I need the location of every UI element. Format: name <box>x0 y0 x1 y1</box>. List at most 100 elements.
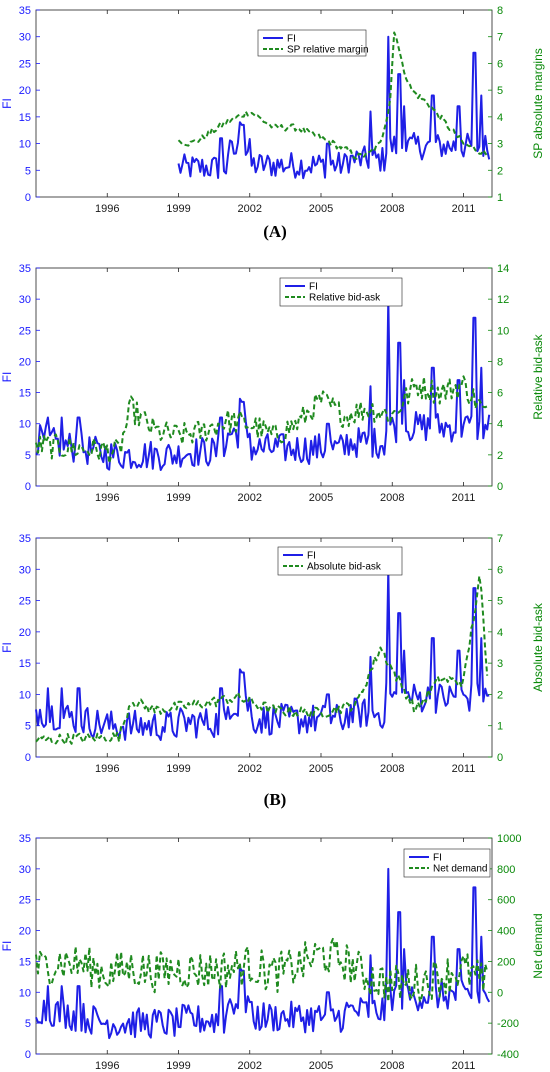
y-left-tick-label: 0 <box>25 481 31 493</box>
y-right-tick-label: 6 <box>497 58 503 70</box>
x-tick-label: 2011 <box>452 492 476 504</box>
y-right-tick-label: 7 <box>497 533 503 545</box>
x-tick-label: 2008 <box>380 1060 404 1072</box>
y-right-tick-label: 4 <box>497 112 503 124</box>
y-right-axis-label: Absolute bid-ask <box>531 602 545 692</box>
y-left-tick-label: 0 <box>25 752 31 764</box>
y-right-tick-label: 1000 <box>497 833 521 845</box>
x-tick-label: 1999 <box>166 763 190 775</box>
y-left-tick-label: 35 <box>19 533 31 545</box>
y-right-tick-label: 14 <box>497 263 509 275</box>
legend-box <box>279 277 403 307</box>
series-line-fi <box>35 568 490 741</box>
y-right-tick-label: 12 <box>497 294 509 306</box>
y-right-tick-label: 8 <box>497 356 503 368</box>
y-left-tick-label: 0 <box>25 192 31 204</box>
y-left-tick-label: 35 <box>19 5 31 17</box>
legend-box <box>403 848 491 878</box>
y-right-tick-label: 4 <box>497 419 503 431</box>
y-left-tick-label: 30 <box>19 864 31 876</box>
x-tick-label: 2005 <box>309 492 333 504</box>
x-tick-label: 2011 <box>452 1060 476 1072</box>
x-tick-label: 2008 <box>380 763 404 775</box>
y-right-tick-label: 3 <box>497 658 503 670</box>
y-left-tick-label: 20 <box>19 356 31 368</box>
y-right-tick-label: 1 <box>497 192 503 204</box>
y-left-tick-label: 25 <box>19 58 31 70</box>
x-tick-label: 1996 <box>95 492 119 504</box>
x-tick-label: 2011 <box>452 203 476 215</box>
series-line-fi <box>35 298 491 471</box>
y-right-tick-label: 5 <box>497 596 503 608</box>
y-left-tick-label: 10 <box>19 689 31 701</box>
x-tick-label: 2011 <box>452 763 476 775</box>
y-left-tick-label: 5 <box>25 165 31 177</box>
legend-label: Absolute bid-ask <box>307 562 382 573</box>
y-right-tick-label: 7 <box>497 32 503 44</box>
x-tick-label: 2002 <box>238 203 262 215</box>
y-left-tick-label: 20 <box>19 85 31 97</box>
y-right-tick-label: -200 <box>497 1018 519 1030</box>
x-tick-label: 2005 <box>309 763 333 775</box>
plot-area-frame <box>35 537 493 758</box>
y-right-tick-label: 400 <box>497 926 515 938</box>
y-left-axis-label: FI <box>0 941 14 952</box>
plot-area-frame <box>35 267 493 487</box>
y-right-tick-label: 2 <box>497 450 503 462</box>
x-tick-label: 2002 <box>238 763 262 775</box>
x-tick-label: 2008 <box>380 203 404 215</box>
y-left-tick-label: 25 <box>19 596 31 608</box>
y-left-tick-label: 15 <box>19 956 31 968</box>
series-line-secondary <box>35 575 489 746</box>
y-right-tick-label: 0 <box>497 481 503 493</box>
y-right-tick-label: 3 <box>497 139 503 151</box>
y-right-tick-label: 0 <box>497 987 503 999</box>
y-left-tick-label: 20 <box>19 926 31 938</box>
y-left-tick-label: 5 <box>25 1018 31 1030</box>
y-right-tick-label: 8 <box>497 5 503 17</box>
x-tick-label: 2002 <box>238 492 262 504</box>
y-left-axis-label: FI <box>0 642 14 653</box>
plot-area-frame <box>35 837 493 1055</box>
series-line-secondary <box>35 937 489 1003</box>
y-left-axis-label: FI <box>0 98 14 109</box>
x-tick-label: 1999 <box>166 1060 190 1072</box>
legend-box <box>277 546 403 576</box>
y-left-tick-label: 35 <box>19 833 31 845</box>
y-right-axis-label: Net demand <box>531 913 545 978</box>
y-right-axis-label: Relative bid-ask <box>531 333 545 419</box>
y-left-tick-label: 25 <box>19 895 31 907</box>
y-right-tick-label: 2 <box>497 165 503 177</box>
y-left-tick-label: 5 <box>25 450 31 462</box>
caption-a: (A) <box>263 222 287 241</box>
legend-label: FI <box>433 853 442 864</box>
legend-label: SP relative margin <box>287 45 369 56</box>
y-left-tick-label: 20 <box>19 627 31 639</box>
y-left-tick-label: 15 <box>19 112 31 124</box>
y-right-tick-label: 6 <box>497 388 503 400</box>
y-left-tick-label: 10 <box>19 987 31 999</box>
y-right-tick-label: -400 <box>497 1049 519 1061</box>
y-left-tick-label: 35 <box>19 263 31 275</box>
series-line-secondary <box>177 31 488 160</box>
y-right-tick-label: 1 <box>497 721 503 733</box>
series-line-fi <box>35 867 491 1040</box>
x-tick-label: 1996 <box>95 1060 119 1072</box>
legend-label: Net demand <box>433 864 487 875</box>
y-left-tick-label: 30 <box>19 294 31 306</box>
x-tick-label: 1996 <box>95 763 119 775</box>
legend-label: FI <box>307 551 316 562</box>
y-right-tick-label: 5 <box>497 85 503 97</box>
x-tick-label: 1999 <box>166 492 190 504</box>
y-left-tick-label: 15 <box>19 658 31 670</box>
y-left-tick-label: 30 <box>19 32 31 44</box>
y-right-tick-label: 800 <box>497 864 515 876</box>
series-line-fi <box>177 35 491 180</box>
y-left-tick-label: 10 <box>19 139 31 151</box>
y-left-tick-label: 30 <box>19 564 31 576</box>
x-tick-label: 2002 <box>238 1060 262 1072</box>
y-right-axis-label: SP absolute margins <box>531 48 545 159</box>
y-right-tick-label: 0 <box>497 752 503 764</box>
plot-area-frame <box>35 9 493 198</box>
